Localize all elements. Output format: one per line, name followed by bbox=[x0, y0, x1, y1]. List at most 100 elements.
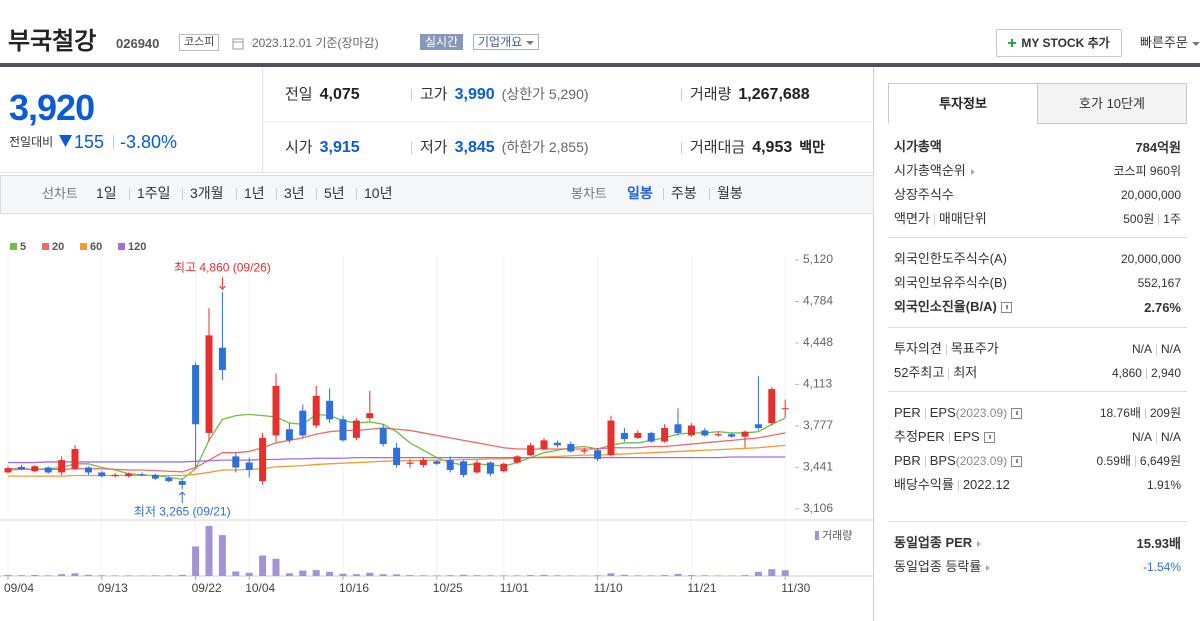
volume-bar bbox=[285, 573, 293, 576]
candle-body bbox=[178, 481, 186, 485]
stat-value: 4,953 bbox=[752, 139, 793, 156]
volume-bar bbox=[540, 574, 548, 576]
value-text: 209원 bbox=[1149, 406, 1181, 420]
high-annotation: 최고 4,860 (09/26) bbox=[174, 260, 271, 274]
value-separator bbox=[1155, 344, 1157, 356]
section-divider bbox=[888, 327, 1187, 328]
high-arrow bbox=[219, 277, 226, 290]
info-label: PBR BPS(2023.09) bbox=[894, 454, 1023, 468]
candle-body bbox=[232, 456, 240, 468]
realtime-badge[interactable]: 실시간 bbox=[420, 34, 464, 50]
stat: 전일 4,075 bbox=[285, 87, 367, 103]
candle-body bbox=[580, 450, 588, 452]
candle-body bbox=[165, 478, 173, 482]
period-tab[interactable]: 1주일 bbox=[137, 185, 171, 201]
volume-bar bbox=[205, 526, 213, 576]
label-text: 최저 bbox=[953, 365, 978, 380]
candle-body bbox=[473, 462, 481, 473]
info-label: 시가총액 bbox=[894, 140, 942, 153]
volume-bar bbox=[218, 535, 226, 576]
volume-bar bbox=[674, 573, 682, 576]
candle-body bbox=[674, 424, 682, 433]
stat-divider bbox=[411, 89, 412, 101]
x-tick-label: 09/22 bbox=[192, 581, 222, 595]
down-triangle bbox=[59, 135, 72, 147]
stat-unit: 백만 bbox=[799, 139, 826, 155]
stat-value: 4,075 bbox=[319, 86, 360, 103]
help-icon[interactable] bbox=[1000, 302, 1012, 314]
link-arrow[interactable] bbox=[977, 540, 982, 547]
candle-body bbox=[553, 442, 561, 446]
y-tick-label: 3,441 bbox=[803, 460, 833, 474]
value-text: -1.54% bbox=[1142, 560, 1181, 574]
info-label: 외국인보유주식수(B) bbox=[894, 276, 1007, 289]
candle-tab[interactable]: 일봉 bbox=[627, 185, 653, 201]
volume-bar bbox=[768, 569, 776, 576]
legend-swatch bbox=[118, 243, 125, 250]
x-tick-label: 09/04 bbox=[4, 581, 34, 595]
candle-body bbox=[620, 432, 628, 440]
volume-bar bbox=[486, 575, 494, 576]
label-text: 2022.12 bbox=[962, 477, 1010, 492]
volume-bar bbox=[754, 571, 762, 576]
volume-bar bbox=[661, 575, 669, 576]
volume-bar bbox=[352, 574, 360, 576]
value-text: 500원 bbox=[1123, 212, 1155, 226]
candle-body bbox=[151, 474, 159, 479]
quote-bottom bbox=[0, 172, 873, 173]
info-label: 외국인한도주식수(A) bbox=[894, 252, 1007, 265]
low-arrow bbox=[178, 491, 186, 504]
stat-note: (상한가 5,290) bbox=[501, 86, 589, 102]
value-text: 18.76배 bbox=[1099, 406, 1141, 420]
dropdown-arrow bbox=[526, 40, 535, 45]
price-divider bbox=[262, 67, 263, 173]
stat-value: 3,990 bbox=[454, 86, 495, 103]
link-arrow[interactable] bbox=[970, 168, 975, 175]
volume-legend-label: 거래량 bbox=[822, 529, 852, 542]
help-icon[interactable] bbox=[1011, 456, 1023, 468]
x-tick-label: 11/21 bbox=[687, 581, 716, 595]
tab-divider bbox=[316, 188, 317, 200]
stat-divider bbox=[681, 89, 682, 101]
stat: 거래량 1,267,688 bbox=[690, 87, 817, 103]
overview-button[interactable]: 기업개요 bbox=[473, 34, 540, 50]
x-tick-label: 11/01 bbox=[500, 581, 529, 595]
period-tab[interactable]: 1년 bbox=[244, 185, 265, 201]
candle-tab[interactable]: 주봉 bbox=[671, 185, 697, 201]
volume-bar bbox=[17, 575, 25, 576]
period-tab[interactable]: 3개월 bbox=[190, 185, 224, 201]
sidebar-tab[interactable]: 호가 10단계 bbox=[1037, 83, 1187, 124]
stat-label: 거래량 bbox=[690, 86, 732, 103]
period-tab[interactable]: 3년 bbox=[284, 185, 305, 201]
candle-tab[interactable]: 월봉 bbox=[717, 185, 743, 201]
value-text: N/A bbox=[1131, 342, 1152, 356]
panel-divider bbox=[873, 67, 874, 621]
change-value: 155 bbox=[74, 132, 105, 152]
help-icon[interactable] bbox=[983, 432, 995, 444]
period-tab[interactable]: 10년 bbox=[364, 185, 393, 201]
my-stock-button[interactable]: MY STOCK 추가 bbox=[996, 29, 1122, 57]
candle-body bbox=[326, 400, 334, 420]
sidebar-tab[interactable]: 투자정보 bbox=[888, 83, 1038, 124]
plus-icon bbox=[1008, 39, 1017, 47]
value-text: N/A bbox=[1131, 430, 1152, 444]
volume-bar bbox=[71, 573, 79, 576]
link-arrow[interactable] bbox=[986, 564, 991, 571]
info-label: 액면가 매매단위 bbox=[894, 212, 987, 226]
label-text: 목표주가 bbox=[950, 341, 999, 356]
period-tab[interactable]: 5년 bbox=[324, 185, 345, 201]
value-separator bbox=[1158, 214, 1160, 226]
info-value: N/A N/A bbox=[1131, 430, 1181, 444]
value-separator bbox=[1134, 456, 1136, 468]
candle-body bbox=[460, 461, 468, 475]
x-tick-label: 11/10 bbox=[594, 581, 623, 595]
stat: 거래대금 4,953 백만 bbox=[690, 140, 832, 156]
volume-bar bbox=[44, 575, 52, 576]
candle-body bbox=[781, 408, 789, 410]
help-icon[interactable] bbox=[1011, 408, 1023, 420]
value-text: 코스피 960위 bbox=[1113, 164, 1181, 178]
tab-divider bbox=[182, 188, 183, 200]
value-text: 15.93배 bbox=[1136, 536, 1182, 551]
period-tab[interactable]: 1일 bbox=[96, 185, 117, 201]
quick-order[interactable]: 빠른주문 bbox=[1140, 36, 1200, 49]
